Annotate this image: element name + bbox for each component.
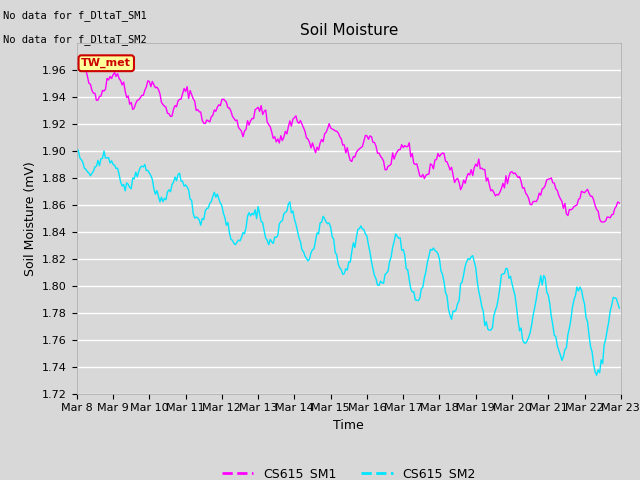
X-axis label: Time: Time <box>333 419 364 432</box>
Y-axis label: Soil Moisture (mV): Soil Moisture (mV) <box>24 161 36 276</box>
Text: No data for f_DltaT_SM2: No data for f_DltaT_SM2 <box>3 34 147 45</box>
Text: No data for f_DltaT_SM1: No data for f_DltaT_SM1 <box>3 10 147 21</box>
Legend: CS615_SM1, CS615_SM2: CS615_SM1, CS615_SM2 <box>217 462 481 480</box>
Title: Soil Moisture: Soil Moisture <box>300 23 398 38</box>
Text: TW_met: TW_met <box>81 58 131 68</box>
